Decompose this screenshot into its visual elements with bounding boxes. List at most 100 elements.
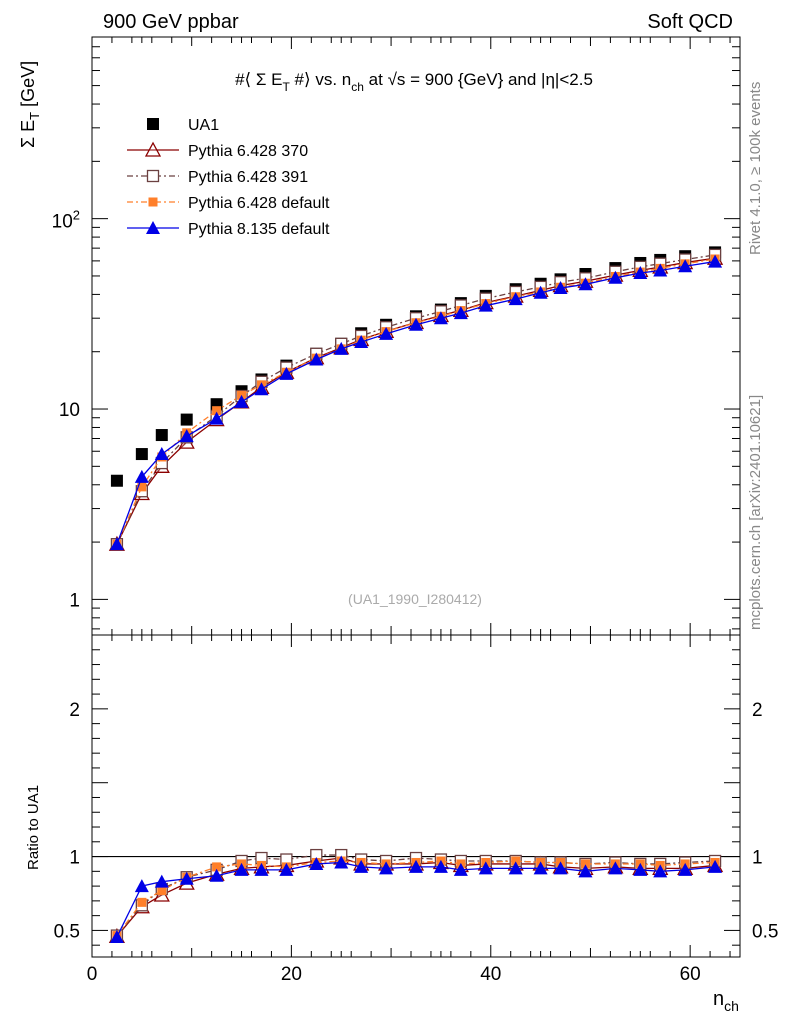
main-point-data <box>180 413 193 426</box>
ratio-point-py8 <box>708 859 723 873</box>
y-tick-label: 0.5 <box>54 921 80 942</box>
ratio-series-line-py8 <box>116 861 716 938</box>
main-point-py8 <box>433 311 448 325</box>
main-point-py8 <box>254 382 269 396</box>
ratio-point-py8 <box>678 862 693 876</box>
legend-marker-py8 <box>146 221 160 234</box>
ratio-point-py8 <box>179 871 194 885</box>
legend-label-py370: Pythia 6.428 370 <box>188 143 308 160</box>
legend-label-data: UA1 <box>188 117 219 134</box>
rivet-label: Rivet 4.1.0, ≥ 100k events <box>747 82 764 255</box>
main-point-py8 <box>354 334 369 348</box>
ratio-point-py8 <box>508 861 523 875</box>
ratio-point-py8 <box>254 862 269 876</box>
main-point-py8 <box>678 259 693 273</box>
y-tick-label: 1 <box>752 848 763 869</box>
header-right: Soft QCD <box>647 11 733 33</box>
y-tick-label: 2 <box>752 700 763 721</box>
main-series-line-py370 <box>116 257 716 545</box>
ratio-point-py8 <box>279 862 294 876</box>
ratio-point-py8 <box>578 864 593 878</box>
ratio-point-py8 <box>154 874 169 888</box>
main-point-py8 <box>134 469 149 483</box>
y-tick-label: 102 <box>52 208 80 233</box>
ratio-point-py8 <box>653 864 668 878</box>
x-axis-label: nch <box>713 988 739 1014</box>
ratio-point-py8 <box>633 862 648 876</box>
main-point-py8 <box>478 298 493 312</box>
main-point-py8 <box>608 270 623 284</box>
main-point-py6def <box>212 406 222 416</box>
main-point-py8 <box>453 306 468 320</box>
ratio-point-py8 <box>533 861 548 875</box>
ratio-point-py8 <box>478 861 493 875</box>
x-tick-label: 40 <box>480 964 501 985</box>
main-point-py8 <box>578 277 593 291</box>
legend: UA1 Pythia 6.428 370 Pythia 6.428 391 Pythi… <box>127 117 330 238</box>
main-point-data <box>110 474 123 487</box>
y-tick-label: 1 <box>69 848 80 869</box>
main-point-py8 <box>309 352 324 366</box>
legend-marker-py6def <box>148 197 158 207</box>
main-point-py8 <box>708 254 723 268</box>
y-tick-label: 1 <box>69 590 80 611</box>
legend-marker-data <box>147 118 159 130</box>
ratio-point-py8 <box>134 879 149 893</box>
y-tick-label: 2 <box>69 700 80 721</box>
ratio-point-py8 <box>334 855 349 869</box>
legend-marker-py391 <box>146 169 160 183</box>
main-point-py8 <box>653 263 668 277</box>
ratio-point-py8 <box>409 859 423 873</box>
ratio-point-py8 <box>379 861 394 875</box>
ratio-point-py8 <box>433 859 448 873</box>
plot-title: #⟨ Σ ET #⟩ vs. nch at √s = 900 {GeV} and… <box>235 70 593 94</box>
x-tick-label: 60 <box>680 964 701 985</box>
ratio-point-py6def <box>137 897 147 907</box>
ratio-point-py6def <box>157 886 167 896</box>
y-axis-label-main: Σ ET [GeV] <box>18 61 42 148</box>
mcplots-label: mcplots.cern.ch [arXiv:2401.10621] <box>747 395 764 630</box>
main-point-py8 <box>409 317 423 331</box>
main-point-data <box>155 429 168 442</box>
legend-label-py6def: Pythia 6.428 default <box>188 195 330 212</box>
y-tick-label: 0.5 <box>752 921 778 942</box>
analysis-watermark: (UA1_1990_I280412) <box>348 591 482 607</box>
ratio-point-py6def <box>580 859 590 869</box>
legend-label-py391: Pythia 6.428 391 <box>188 169 308 186</box>
ratio-point-py6def <box>212 862 222 872</box>
main-point-data <box>135 448 148 461</box>
ratio-point-py8 <box>209 868 224 882</box>
x-tick-label: 0 <box>87 964 98 985</box>
ratio-plot-frame <box>91 634 741 958</box>
main-point-py8 <box>109 537 124 551</box>
main-point-py8 <box>633 266 648 280</box>
main-point-py8 <box>379 326 394 340</box>
main-point-py8 <box>334 341 349 355</box>
x-tick-label: 20 <box>281 964 302 985</box>
main-point-py8 <box>234 394 249 408</box>
main-point-py8 <box>179 429 194 443</box>
main-point-py8 <box>154 447 169 461</box>
main-point-py8 <box>508 292 523 306</box>
ratio-point-py8 <box>608 861 623 875</box>
ratio-point-py8 <box>453 862 468 876</box>
main-series-line-py391 <box>116 254 716 545</box>
header-left: 900 GeV ppbar <box>103 11 239 33</box>
legend-label-py8: Pythia 8.135 default <box>188 221 330 238</box>
main-point-py8 <box>533 285 548 299</box>
main-series-line-py6def <box>116 258 716 545</box>
ratio-point-py6def <box>511 856 521 866</box>
y-tick-label: 10 <box>59 400 80 421</box>
ratio-point-py8 <box>234 862 249 876</box>
y-axis-label-ratio: Ratio to UA1 <box>25 785 42 870</box>
ratio-point-py8 <box>354 859 369 873</box>
ratio-point-py8 <box>109 930 124 944</box>
legend-marker-py370 <box>144 141 162 157</box>
ratio-point-py8 <box>553 861 568 875</box>
main-point-py6def <box>137 482 147 492</box>
main-point-py8 <box>279 366 294 380</box>
main-point-py8 <box>553 281 568 295</box>
main-point-py8 <box>209 411 224 425</box>
ratio-point-py8 <box>309 856 324 870</box>
